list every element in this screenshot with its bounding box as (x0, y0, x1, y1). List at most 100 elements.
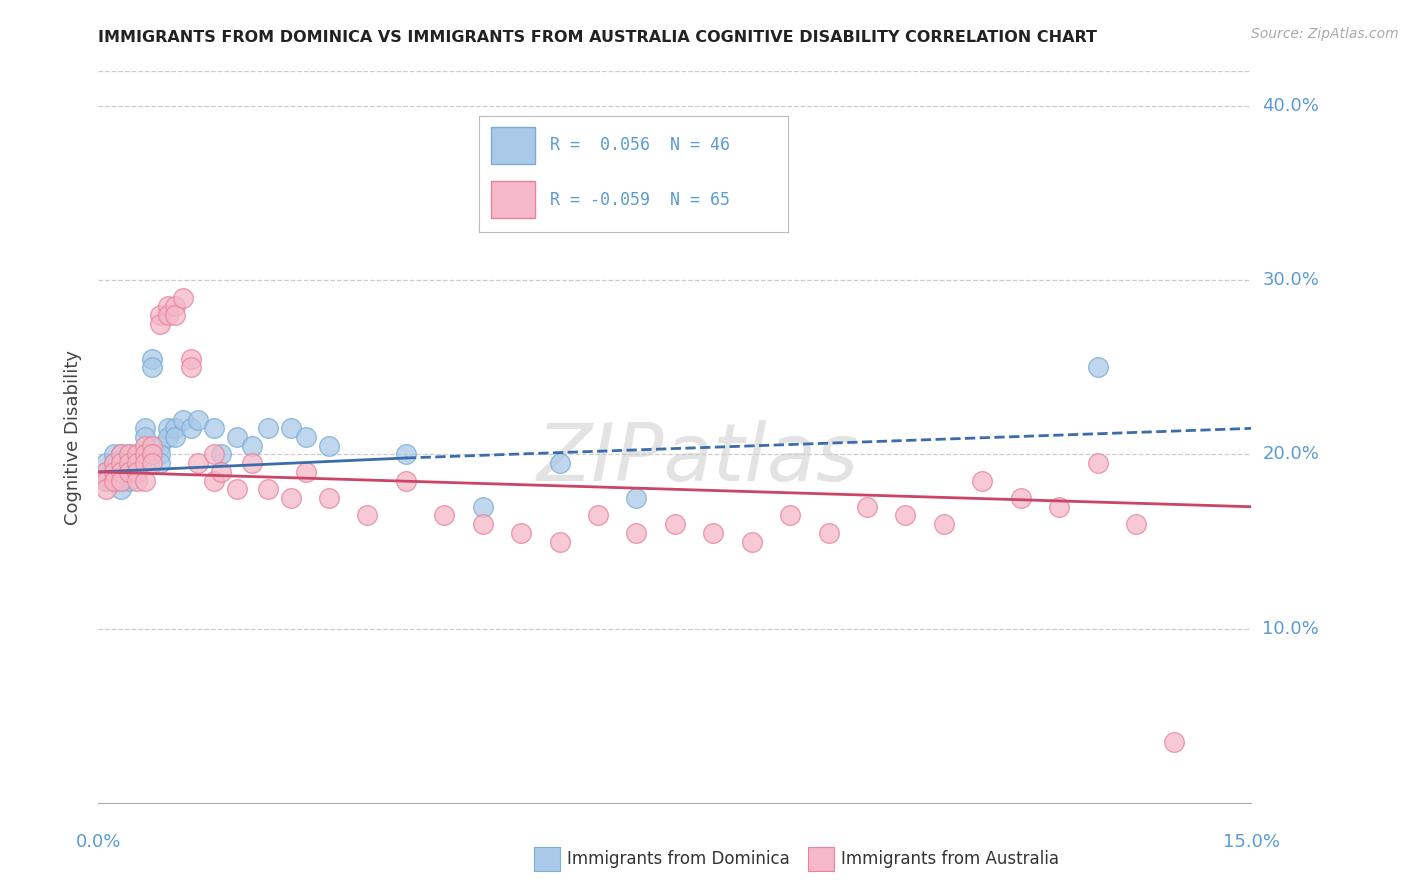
Point (1125, 517, 1147, 532)
Point (141, 456, 163, 470)
Point (125, 448, 148, 462)
Point (110, 456, 132, 470)
Text: Immigrants from Australia: Immigrants from Australia (841, 850, 1059, 868)
Point (471, 500, 494, 514)
Text: 0.0%: 0.0% (76, 833, 121, 851)
Point (125, 456, 148, 470)
Point (779, 508, 801, 523)
Point (134, 448, 156, 462)
Point (172, 412, 194, 426)
Point (626, 491, 648, 505)
Point (125, 465, 148, 479)
Point (103, 474, 125, 488)
Point (256, 421, 278, 435)
Point (1047, 500, 1070, 514)
Point (240, 456, 263, 470)
Point (149, 308, 172, 322)
Point (125, 474, 148, 488)
Point (94, 483, 117, 497)
Point (817, 525, 839, 540)
Text: R =  0.056  N = 46: R = 0.056 N = 46 (550, 136, 730, 154)
Point (209, 465, 232, 479)
Point (1163, 735, 1185, 749)
Point (240, 439, 263, 453)
Point (94, 474, 117, 488)
FancyBboxPatch shape (491, 181, 534, 219)
Point (548, 456, 571, 470)
Point (180, 360, 202, 375)
Point (141, 448, 163, 462)
Point (103, 465, 125, 479)
Text: Immigrants from Dominica: Immigrants from Dominica (567, 850, 789, 868)
Point (1087, 360, 1109, 375)
Point (187, 456, 209, 470)
Point (94, 474, 117, 488)
Point (256, 483, 278, 497)
Point (110, 474, 132, 488)
Point (702, 525, 724, 540)
Point (94, 465, 117, 479)
Point (134, 456, 156, 470)
Point (471, 517, 494, 532)
Text: 30.0%: 30.0% (1263, 271, 1319, 289)
Text: 15.0%: 15.0% (1223, 833, 1279, 851)
Point (510, 525, 533, 540)
Text: Source: ZipAtlas.com: Source: ZipAtlas.com (1251, 27, 1399, 41)
Point (165, 430, 187, 444)
Point (125, 465, 148, 479)
Point (932, 517, 955, 532)
Point (395, 448, 418, 462)
Point (395, 474, 418, 488)
Point (103, 465, 125, 479)
Point (94, 465, 117, 479)
Point (156, 421, 179, 435)
Point (141, 439, 163, 453)
Point (165, 308, 187, 322)
Point (118, 465, 141, 479)
Point (280, 421, 302, 435)
Text: ZIPatlas: ZIPatlas (537, 420, 859, 498)
Point (165, 421, 187, 435)
Point (318, 439, 340, 453)
FancyBboxPatch shape (491, 127, 534, 164)
Point (118, 474, 141, 488)
Point (225, 483, 247, 497)
Point (134, 474, 156, 488)
Point (134, 439, 156, 453)
Point (856, 500, 879, 514)
Point (110, 465, 132, 479)
Point (103, 456, 125, 470)
Point (149, 456, 172, 470)
Point (134, 430, 156, 444)
Point (156, 308, 179, 322)
Text: IMMIGRANTS FROM DOMINICA VS IMMIGRANTS FROM AUSTRALIA COGNITIVE DISABILITY CORRE: IMMIGRANTS FROM DOMINICA VS IMMIGRANTS F… (98, 29, 1098, 45)
Point (209, 448, 232, 462)
Point (149, 317, 172, 331)
Point (110, 448, 132, 462)
Point (295, 465, 318, 479)
Point (225, 430, 247, 444)
Point (586, 508, 609, 523)
Point (626, 525, 648, 540)
Point (103, 456, 125, 470)
Point (165, 300, 187, 314)
Point (356, 508, 378, 523)
Text: 10.0%: 10.0% (1263, 620, 1319, 638)
Point (295, 430, 318, 444)
Point (741, 534, 763, 549)
Point (94, 456, 117, 470)
Point (156, 300, 179, 314)
Point (894, 508, 917, 523)
Point (110, 474, 132, 488)
Point (118, 456, 141, 470)
Point (180, 421, 202, 435)
Point (180, 351, 202, 366)
Point (103, 474, 125, 488)
Point (172, 291, 194, 305)
Point (187, 412, 209, 426)
Point (110, 483, 132, 497)
Y-axis label: Cognitive Disability: Cognitive Disability (65, 350, 83, 524)
Point (103, 448, 125, 462)
Point (156, 430, 179, 444)
Point (141, 351, 163, 366)
